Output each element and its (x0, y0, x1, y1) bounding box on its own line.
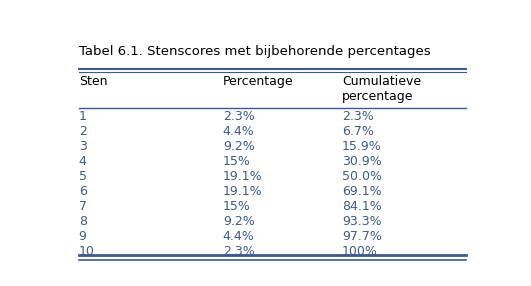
Text: 50.0%: 50.0% (342, 170, 382, 183)
Text: 6: 6 (79, 185, 87, 198)
Text: Sten: Sten (79, 75, 107, 88)
Text: 9: 9 (79, 230, 87, 243)
Text: 4.4%: 4.4% (223, 230, 254, 243)
Text: 2.3%: 2.3% (223, 245, 254, 258)
Text: 69.1%: 69.1% (342, 185, 382, 198)
Text: 7: 7 (79, 200, 87, 213)
Text: 4.4%: 4.4% (223, 125, 254, 138)
Text: 15.9%: 15.9% (342, 140, 382, 153)
Text: 3: 3 (79, 140, 87, 153)
Text: 15%: 15% (223, 200, 251, 213)
Text: 19.1%: 19.1% (223, 170, 262, 183)
Text: 9.2%: 9.2% (223, 215, 254, 228)
Text: 8: 8 (79, 215, 87, 228)
Text: Cumulatieve
percentage: Cumulatieve percentage (342, 75, 421, 103)
Text: 2.3%: 2.3% (223, 110, 254, 123)
Text: 10: 10 (79, 245, 95, 258)
Text: 100%: 100% (342, 245, 378, 258)
Text: 84.1%: 84.1% (342, 200, 382, 213)
Text: 97.7%: 97.7% (342, 230, 382, 243)
Text: Tabel 6.1. Stenscores met bijbehorende percentages: Tabel 6.1. Stenscores met bijbehorende p… (79, 45, 430, 58)
Text: Percentage: Percentage (223, 75, 294, 88)
Text: 1: 1 (79, 110, 87, 123)
Text: 9.2%: 9.2% (223, 140, 254, 153)
Text: 93.3%: 93.3% (342, 215, 382, 228)
Text: 2: 2 (79, 125, 87, 138)
Text: 30.9%: 30.9% (342, 155, 382, 168)
Text: 5: 5 (79, 170, 87, 183)
Text: 2.3%: 2.3% (342, 110, 374, 123)
Text: 19.1%: 19.1% (223, 185, 262, 198)
Text: 6.7%: 6.7% (342, 125, 374, 138)
Text: 4: 4 (79, 155, 87, 168)
Text: 15%: 15% (223, 155, 251, 168)
